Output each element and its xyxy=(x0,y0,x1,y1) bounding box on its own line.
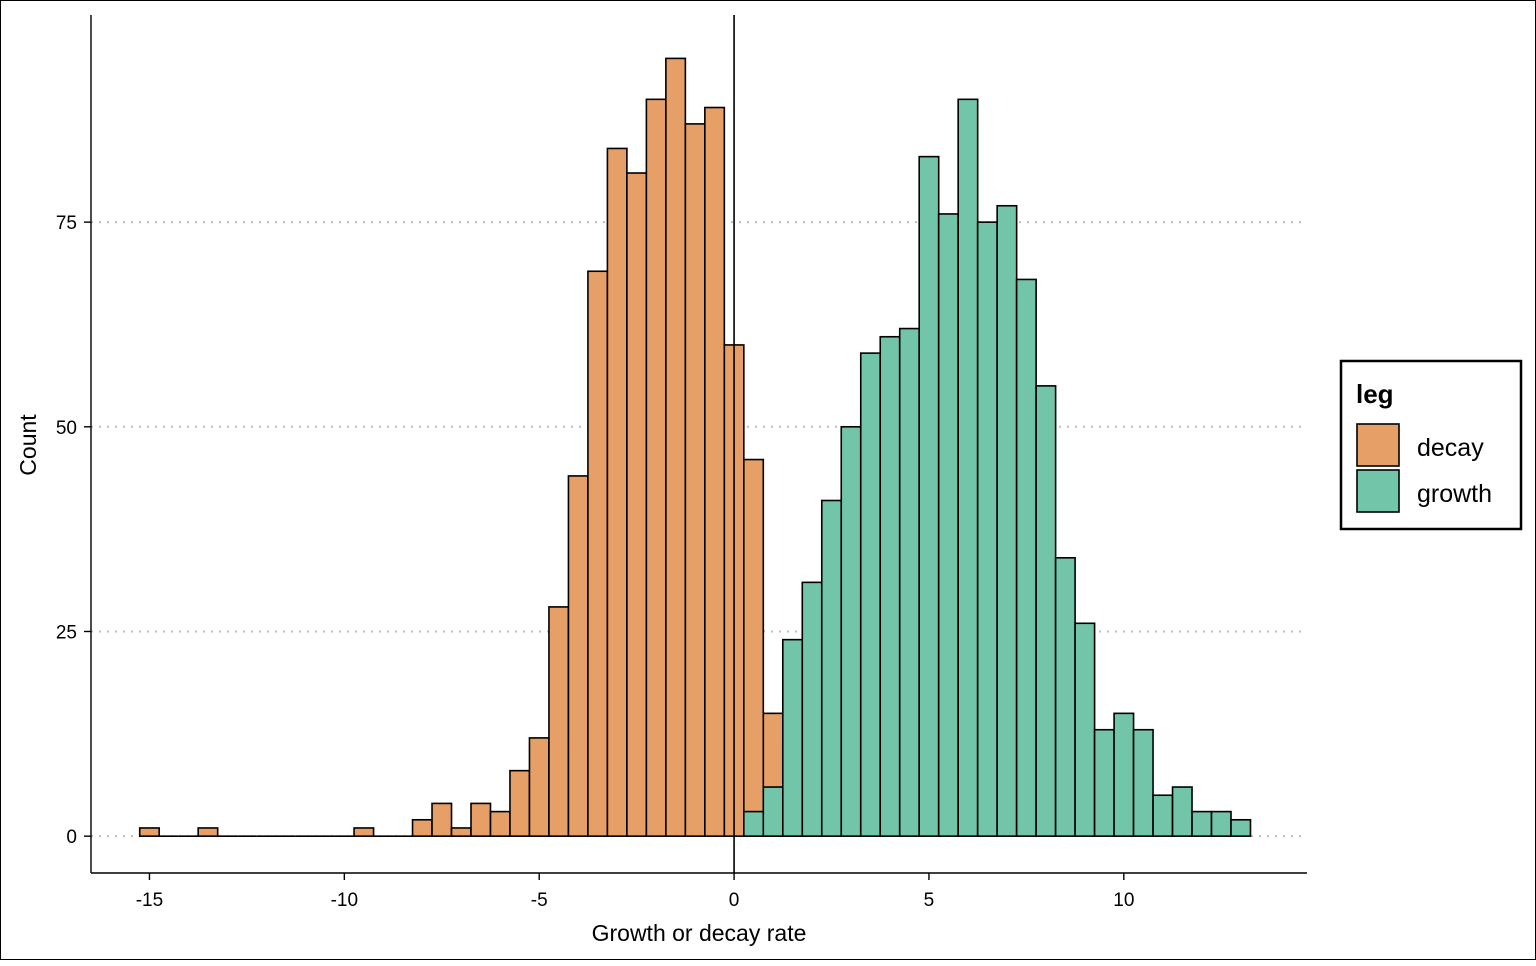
ticks: -15 -10 -5 0 5 10 0 25 50 75 xyxy=(56,213,1135,911)
bar-growth xyxy=(957,98,979,837)
bar-decay xyxy=(587,270,609,837)
bar-growth xyxy=(1054,556,1076,837)
bar-growth xyxy=(1210,810,1232,837)
bar-growth xyxy=(879,335,901,837)
bar-growth xyxy=(918,155,940,837)
bar-growth xyxy=(937,213,959,837)
bar-decay xyxy=(353,827,375,837)
bar-growth xyxy=(781,638,804,837)
bar-growth xyxy=(1113,712,1135,837)
bar-decay xyxy=(450,827,472,837)
bar-growth xyxy=(1152,794,1174,837)
bar-decay xyxy=(197,827,219,837)
legend-swatch-decay xyxy=(1356,423,1400,467)
bar-growth xyxy=(1132,728,1154,837)
bar-growth xyxy=(1015,278,1037,837)
bar-growth xyxy=(820,499,843,837)
y-tick-label: 25 xyxy=(56,622,77,643)
bar-decay xyxy=(548,606,570,837)
legend-swatch-growth xyxy=(1356,469,1400,513)
bar-growth xyxy=(898,327,921,837)
axes xyxy=(90,15,1307,874)
x-tick-label: -15 xyxy=(136,890,163,911)
legend-label-growth: growth xyxy=(1417,480,1492,508)
bar-growth xyxy=(840,426,862,837)
bar-decay xyxy=(528,737,550,837)
bar-decay xyxy=(431,802,453,837)
x-tick-label: -10 xyxy=(331,890,358,911)
legend-title: leg xyxy=(1356,379,1394,409)
legend-label-decay: decay xyxy=(1417,434,1484,462)
y-tick-label: 50 xyxy=(56,418,77,439)
bar-decay xyxy=(138,827,161,837)
y-tick-label: 75 xyxy=(56,213,77,234)
x-tick-label: 10 xyxy=(1113,890,1134,911)
bar-growth xyxy=(1074,622,1096,837)
bar-growth xyxy=(801,581,823,837)
x-tick-label: 5 xyxy=(924,890,935,911)
y-axis-title: Count xyxy=(15,414,41,476)
bar-growth xyxy=(976,221,998,837)
bar-decay xyxy=(684,123,706,837)
bar-decay xyxy=(489,810,511,837)
x-tick-label: -5 xyxy=(531,890,548,911)
bar-growth xyxy=(996,204,1018,837)
bar-growth xyxy=(859,352,882,837)
bar-decay xyxy=(411,818,433,837)
bar-decay xyxy=(743,458,765,837)
bar-growth xyxy=(1191,810,1213,837)
bars xyxy=(138,57,1252,837)
bar-decay xyxy=(509,769,531,837)
bar-growth xyxy=(1230,818,1252,837)
bar-growth xyxy=(1171,786,1193,837)
bar-decay xyxy=(645,98,667,837)
bar-decay xyxy=(665,57,687,837)
x-tick-label: 0 xyxy=(729,890,740,911)
bar-growth xyxy=(743,810,765,837)
bar-decay xyxy=(470,802,492,837)
bar-decay xyxy=(626,172,648,837)
bar-growth xyxy=(1035,385,1057,837)
bar-decay xyxy=(567,475,589,837)
y-tick-label: 0 xyxy=(66,827,77,848)
legend: leg decay growth xyxy=(1339,359,1523,531)
bar-decay xyxy=(606,147,628,837)
bar-decay xyxy=(704,106,726,837)
bar-growth xyxy=(1093,728,1115,837)
bar-growth xyxy=(762,786,784,837)
x-axis-title: Growth or decay rate xyxy=(592,920,807,946)
